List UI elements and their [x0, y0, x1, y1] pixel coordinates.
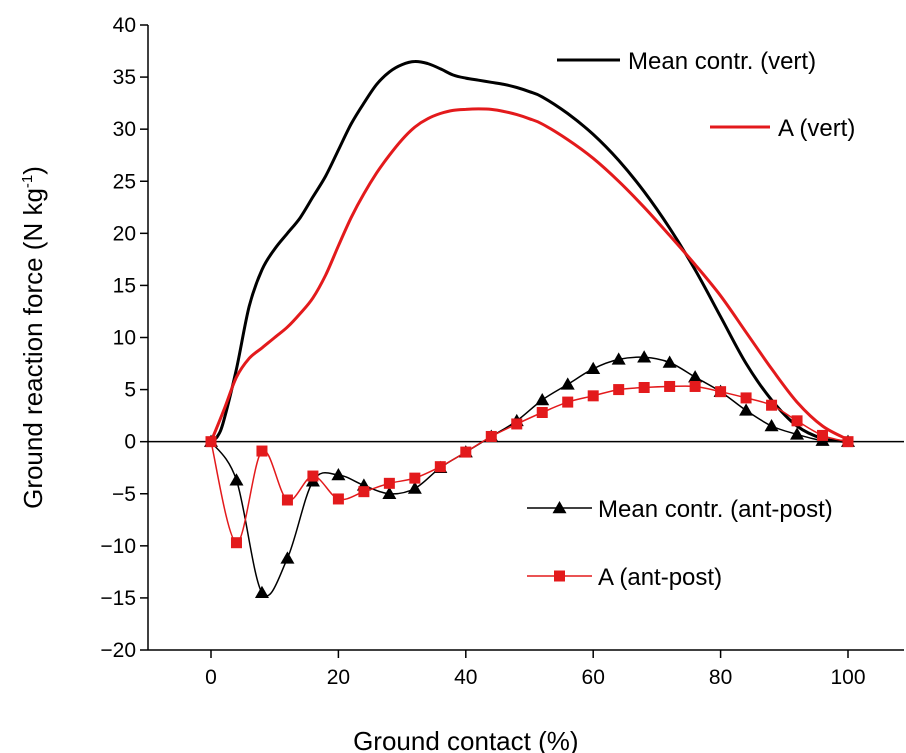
data-point-marker — [562, 396, 574, 408]
y-tick-label: 30 — [113, 118, 136, 141]
data-point-marker — [511, 418, 523, 430]
y-tick-label: −5 — [112, 483, 136, 506]
legend-item: A (vert) — [710, 115, 855, 142]
data-point-marker — [664, 380, 676, 392]
legend-label: A (ant-post) — [598, 564, 722, 591]
x-tick-label: 40 — [454, 666, 477, 689]
data-point-marker — [280, 551, 295, 564]
data-point-marker — [817, 429, 829, 441]
y-tick-label: 35 — [113, 66, 136, 89]
y-tick-label: 0 — [124, 431, 136, 454]
data-point-marker — [715, 386, 727, 398]
data-point-marker — [331, 468, 346, 481]
data-point-marker — [383, 477, 395, 489]
data-point-marker — [205, 436, 217, 448]
legend-item: A (ant-post) — [527, 564, 722, 591]
series-square-3 — [205, 380, 854, 549]
data-point-marker — [739, 403, 754, 416]
data-point-marker — [689, 380, 701, 392]
data-point-marker — [662, 355, 677, 368]
legend-item: Mean contr. (ant-post) — [527, 496, 833, 523]
y-axis-title-superscript: -1 — [19, 175, 36, 188]
x-axis-title: Ground contact (%) — [353, 726, 578, 753]
y-axis-title-close: ) — [18, 166, 48, 175]
y-tick-label: −15 — [100, 587, 136, 610]
data-point-marker — [382, 486, 397, 499]
y-tick-label: 10 — [113, 327, 136, 350]
series-line-1 — [209, 107, 849, 443]
data-point-marker — [560, 377, 575, 390]
data-point-marker — [764, 419, 779, 432]
data-point-marker — [535, 393, 550, 406]
axes: −20 −15 −10 −5 0 5 10 15 20 25 30 35 40 0 20 40 60 80 100 — [100, 14, 904, 689]
legend-label: Mean contr. (vert) — [628, 48, 816, 75]
data-point-marker — [613, 384, 625, 396]
data-point-marker — [536, 407, 548, 418]
legend: Mean contr. (vert) A (vert) Mean contr. (a… — [527, 48, 855, 591]
data-point-marker — [611, 352, 626, 365]
y-tick-label: 20 — [113, 222, 136, 245]
data-point-marker — [790, 427, 805, 440]
data-point-marker — [637, 350, 652, 363]
x-tick-label: 80 — [709, 666, 732, 689]
y-tick-label: 15 — [113, 274, 136, 297]
data-point-marker — [256, 445, 268, 457]
data-point-marker — [332, 493, 344, 505]
y-tick-label: 5 — [124, 379, 136, 402]
x-tick-label: 60 — [582, 666, 605, 689]
x-tick-label: 20 — [327, 666, 350, 689]
legend-label: Mean contr. (ant-post) — [598, 496, 833, 523]
data-point-marker — [587, 390, 599, 402]
data-point-marker — [740, 392, 752, 404]
series-layer — [204, 59, 855, 598]
series-triangle-2 — [204, 350, 855, 598]
y-axis-title: Ground reaction force (N kg-1) — [18, 166, 48, 509]
y-tick-label: −10 — [100, 535, 136, 558]
y-tick-label: 25 — [113, 170, 136, 193]
data-point-marker — [407, 481, 422, 494]
legend-swatch-marker — [554, 570, 565, 582]
data-point-marker — [842, 436, 854, 448]
data-point-marker — [791, 415, 803, 427]
legend-label: A (vert) — [778, 115, 855, 142]
legend-swatch-marker — [552, 501, 567, 514]
data-point-marker — [766, 399, 778, 411]
data-point-marker — [307, 470, 319, 482]
data-point-marker — [254, 585, 269, 598]
data-point-marker — [688, 370, 703, 383]
data-point-marker — [409, 472, 421, 484]
data-point-marker — [638, 382, 650, 393]
legend-item: Mean contr. (vert) — [557, 48, 816, 75]
data-point-marker — [281, 494, 293, 506]
x-tick-label: 0 — [205, 666, 217, 689]
data-point-marker — [460, 446, 472, 458]
data-point-marker — [230, 537, 242, 549]
data-point-marker — [229, 473, 244, 486]
data-point-marker — [485, 430, 497, 442]
y-tick-label: −20 — [100, 639, 136, 662]
y-axis-title-main: Ground reaction force (N kg — [18, 188, 48, 509]
series-line — [210, 356, 849, 597]
series-line — [209, 107, 849, 443]
y-tick-label: 40 — [113, 14, 136, 37]
data-point-marker — [358, 486, 370, 498]
data-point-marker — [434, 461, 446, 473]
data-point-marker — [586, 361, 601, 374]
x-tick-label: 100 — [830, 666, 865, 689]
